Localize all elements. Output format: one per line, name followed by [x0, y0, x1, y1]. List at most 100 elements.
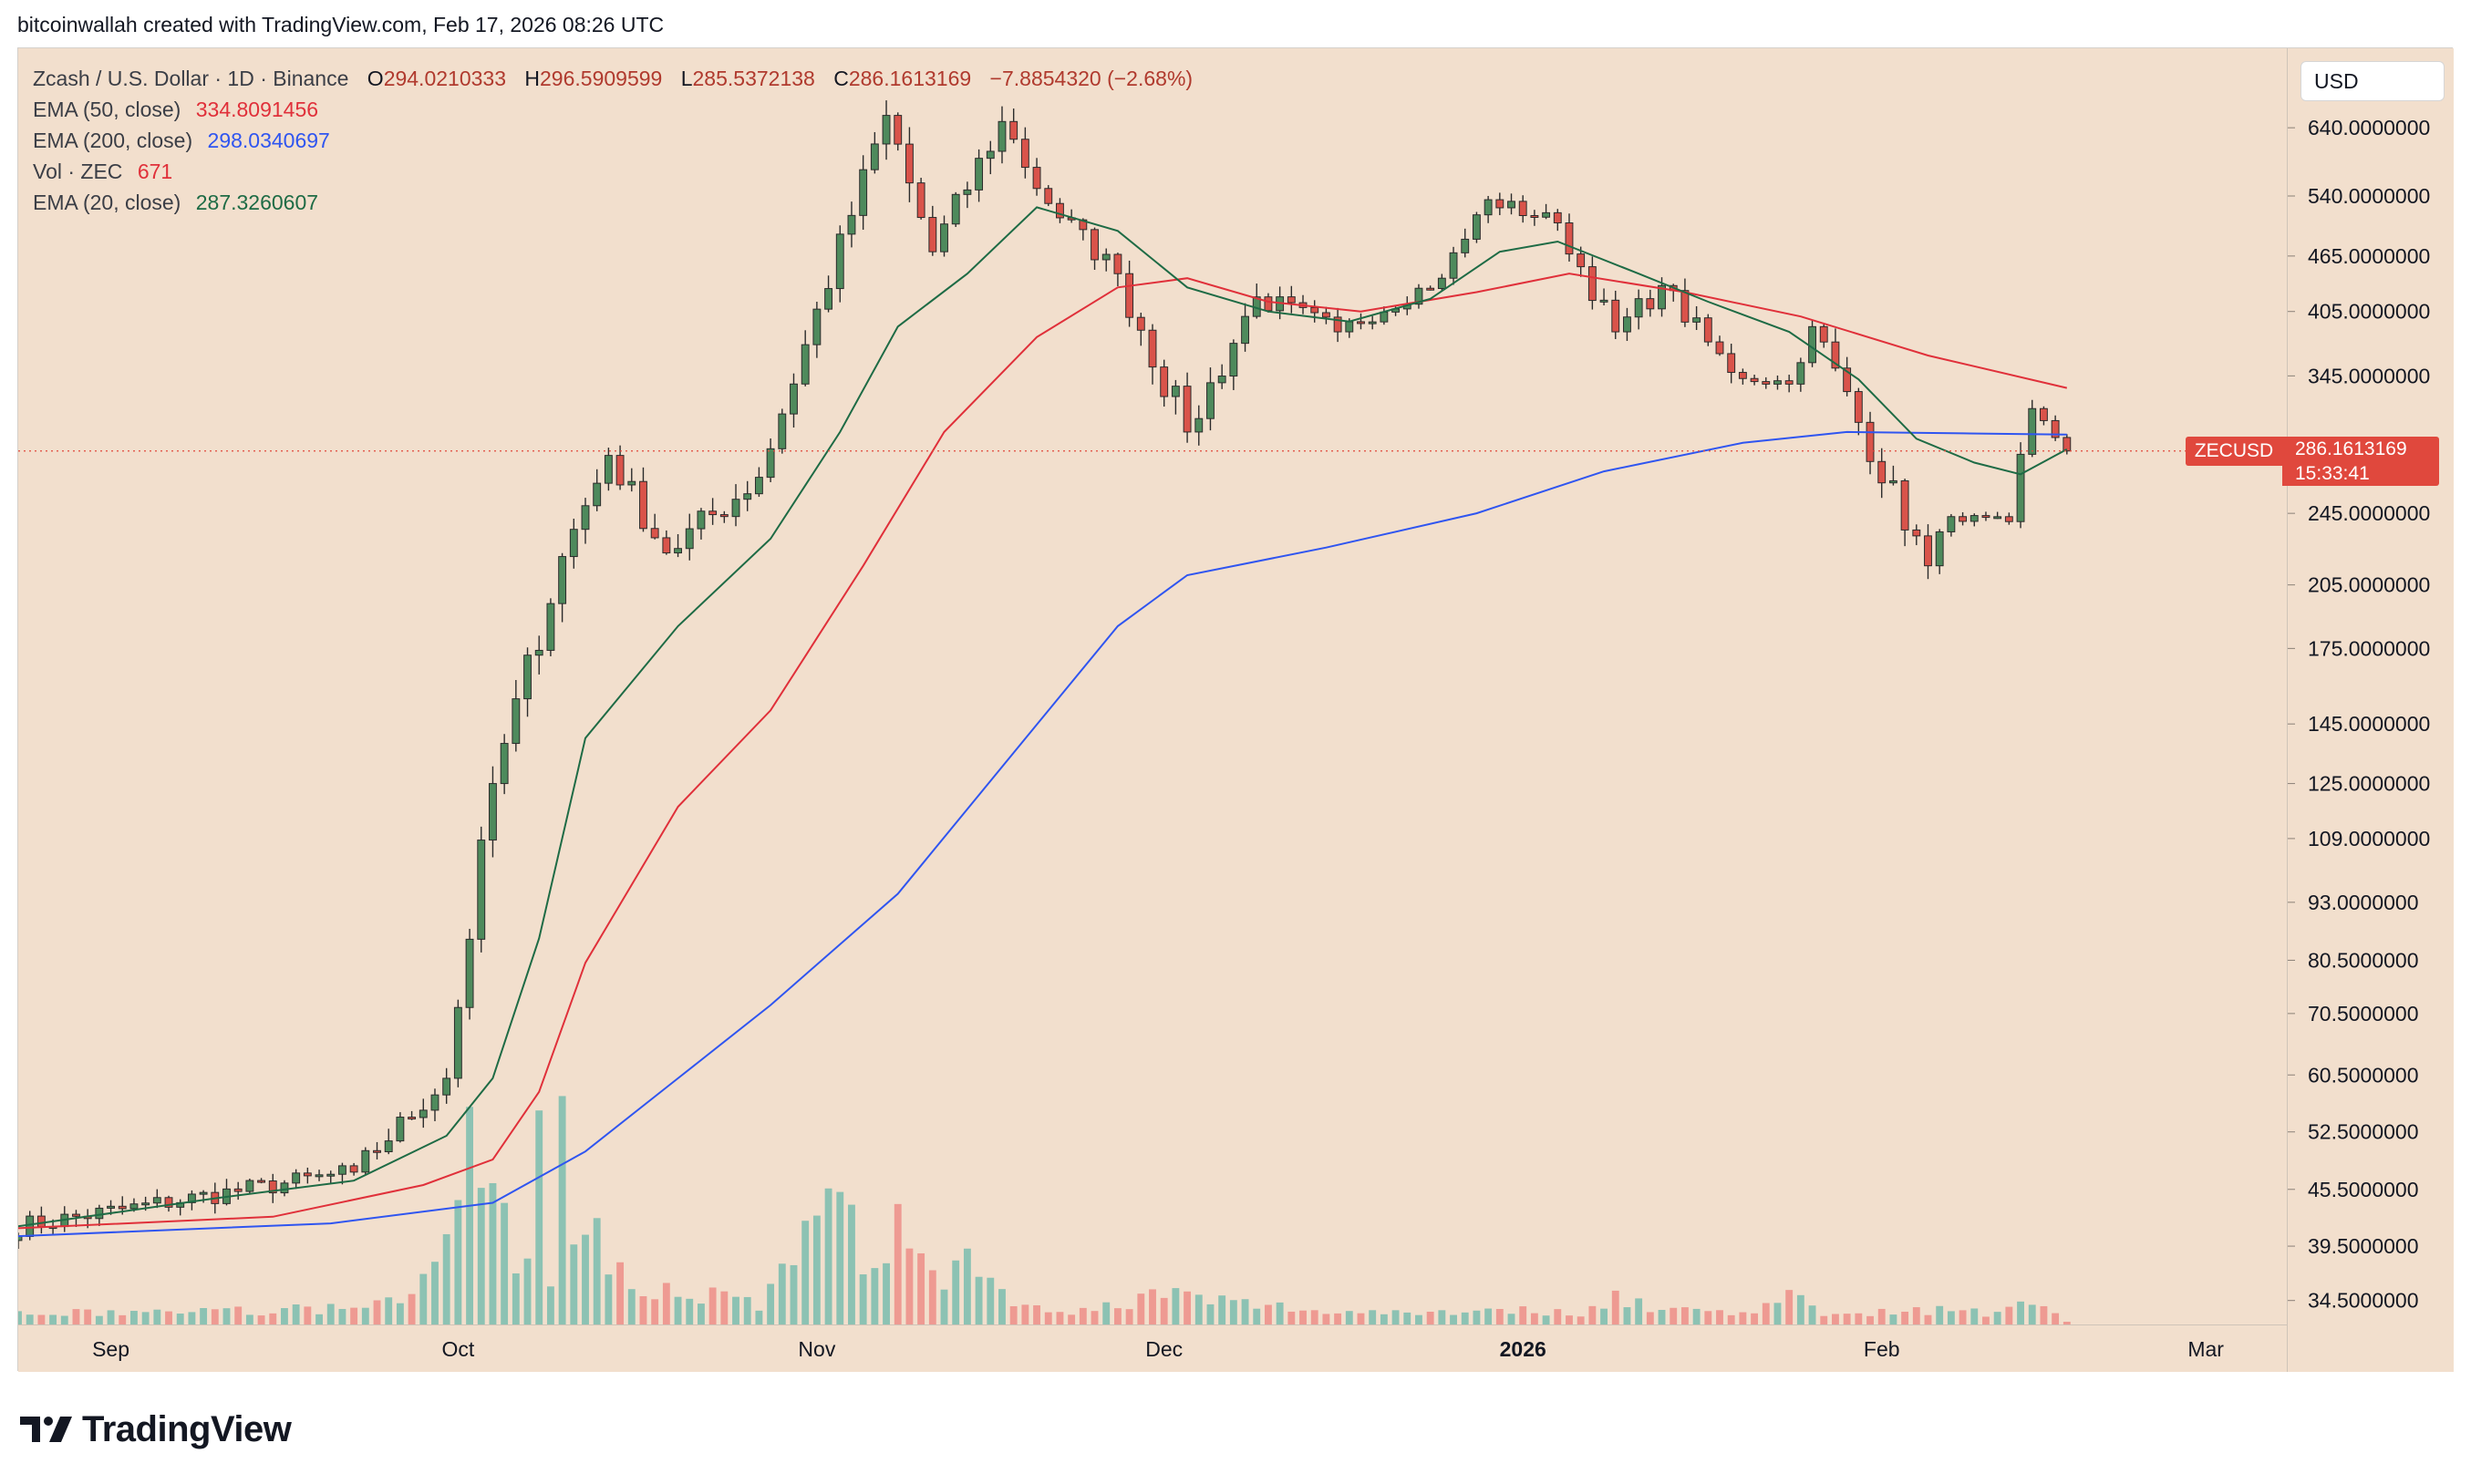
candle-up	[465, 938, 474, 1008]
candle-up	[489, 783, 497, 841]
candle-down	[1264, 296, 1273, 312]
candle-up	[26, 1215, 35, 1237]
candle-down	[2039, 407, 2048, 421]
candle-down	[1843, 367, 1852, 393]
volume-bar	[1276, 1302, 1284, 1324]
volume-bar	[998, 1289, 1006, 1324]
candle-up	[1171, 386, 1180, 397]
candle-down	[894, 115, 903, 145]
volume-bar	[871, 1268, 879, 1324]
candle-up	[1229, 343, 1238, 377]
candle-up	[453, 1006, 462, 1079]
volume-bar	[489, 1182, 497, 1324]
volume-bar	[141, 1312, 150, 1324]
candlestick-chart[interactable]	[18, 48, 2287, 1324]
candle-down	[1032, 167, 1041, 190]
volume-bar	[1334, 1313, 1342, 1324]
candle-down	[408, 1117, 417, 1120]
chart-layer	[18, 100, 2287, 1324]
price-tick-label: 34.5000000	[2308, 1289, 2419, 1313]
candle-up	[187, 1193, 196, 1203]
volume-bar	[37, 1314, 46, 1324]
volume-bar	[1229, 1300, 1237, 1324]
candle-down	[1044, 188, 1053, 204]
candle-up	[1993, 516, 2002, 520]
volume-bar	[1403, 1312, 1411, 1324]
volume-bar	[1866, 1315, 1874, 1324]
volume-bar	[1033, 1304, 1040, 1324]
volume-label: Vol · ZEC	[33, 160, 123, 183]
legend-volume-row[interactable]: Vol · ZEC 671	[33, 156, 1193, 187]
time-axis[interactable]: Sep Oct Nov Dec 2026 Feb Mar	[18, 1324, 2287, 1372]
candles	[18, 100, 2072, 1249]
volume-bar	[304, 1306, 312, 1324]
volume-bar	[928, 1270, 936, 1324]
close-value: 286.1613169	[848, 67, 972, 90]
candle-up	[1449, 252, 1458, 279]
candle-down	[1762, 381, 1771, 385]
volume-bar	[1924, 1314, 1932, 1324]
candle-up	[442, 1077, 451, 1096]
volume-bar	[1843, 1314, 1851, 1324]
ema200-label: EMA (200, close)	[33, 129, 193, 152]
volume-bar	[1461, 1312, 1469, 1324]
candle-up	[1796, 362, 1805, 385]
price-tick-label: 205.0000000	[2308, 573, 2430, 597]
ema20-line	[18, 206, 2068, 1228]
legend-ema20-row[interactable]: EMA (20, close) 287.3260607	[33, 187, 1193, 218]
volume-bar	[1773, 1303, 1782, 1324]
ema50-line	[18, 273, 2068, 1230]
candle-up	[940, 223, 948, 252]
volume-bar	[523, 1258, 532, 1324]
candle-up	[1623, 316, 1631, 333]
volume-bar	[1912, 1307, 1920, 1324]
volume-bar	[1554, 1309, 1562, 1324]
time-axis-ticks: Sep Oct Nov Dec 2026 Feb Mar	[92, 1337, 2224, 1361]
volume-bar	[1947, 1311, 1955, 1324]
volume-bar	[570, 1244, 578, 1324]
price-tick-label: 52.5000000	[2308, 1120, 2419, 1144]
volume-bar	[883, 1262, 890, 1324]
volume-bar	[130, 1311, 138, 1324]
candle-up	[778, 413, 787, 449]
volume-bar	[698, 1304, 705, 1324]
legend-symbol-row[interactable]: Zcash / U.S. Dollar · 1D · Binance O294.…	[33, 63, 1193, 94]
plot-area[interactable]: Zcash / U.S. Dollar · 1D · Binance O294.…	[18, 48, 2287, 1324]
candle-up	[1472, 214, 1481, 240]
currency-select[interactable]: USD	[2300, 61, 2445, 101]
candle-down	[1183, 386, 1192, 433]
candle-down	[1680, 290, 1690, 323]
volume-bar	[2052, 1313, 2060, 1324]
volume-bar	[257, 1315, 265, 1324]
price-axis[interactable]: 640.0000000 540.0000000 465.0000000 405.000…	[2186, 48, 2454, 1372]
candle-down	[1565, 222, 1574, 255]
candle-down	[1125, 273, 1134, 318]
candle-up	[361, 1149, 370, 1173]
volume-bar	[1623, 1307, 1631, 1324]
price-tick-label: 45.5000000	[2308, 1178, 2419, 1201]
candle-up	[951, 193, 960, 225]
candle-down	[1091, 229, 1099, 261]
ema200-value: 298.0340697	[207, 129, 330, 152]
candle-up	[384, 1140, 393, 1152]
volume-bar	[1009, 1305, 1018, 1324]
candle-up	[743, 493, 752, 500]
volume-bar	[477, 1188, 485, 1324]
candle-up	[1368, 321, 1377, 325]
volume-bar	[1357, 1313, 1365, 1324]
candle-down	[719, 514, 729, 518]
price-tick-label: 465.0000000	[2308, 244, 2430, 268]
candle-up	[790, 383, 798, 415]
volume-bar	[2017, 1301, 2024, 1324]
candle-down	[639, 480, 647, 530]
volume-bar	[662, 1283, 670, 1324]
volume-bar	[1345, 1311, 1353, 1324]
volume-bar	[1265, 1304, 1272, 1324]
tradingview-logo[interactable]: TradingView	[20, 1407, 292, 1451]
candle-up	[998, 120, 1007, 152]
volume-bar	[442, 1233, 450, 1324]
candle-up	[604, 455, 613, 484]
candle-up	[141, 1202, 150, 1206]
legend-ema200-row[interactable]: EMA (200, close) 298.0340697	[33, 125, 1193, 156]
legend-ema50-row[interactable]: EMA (50, close) 334.8091456	[33, 94, 1193, 125]
